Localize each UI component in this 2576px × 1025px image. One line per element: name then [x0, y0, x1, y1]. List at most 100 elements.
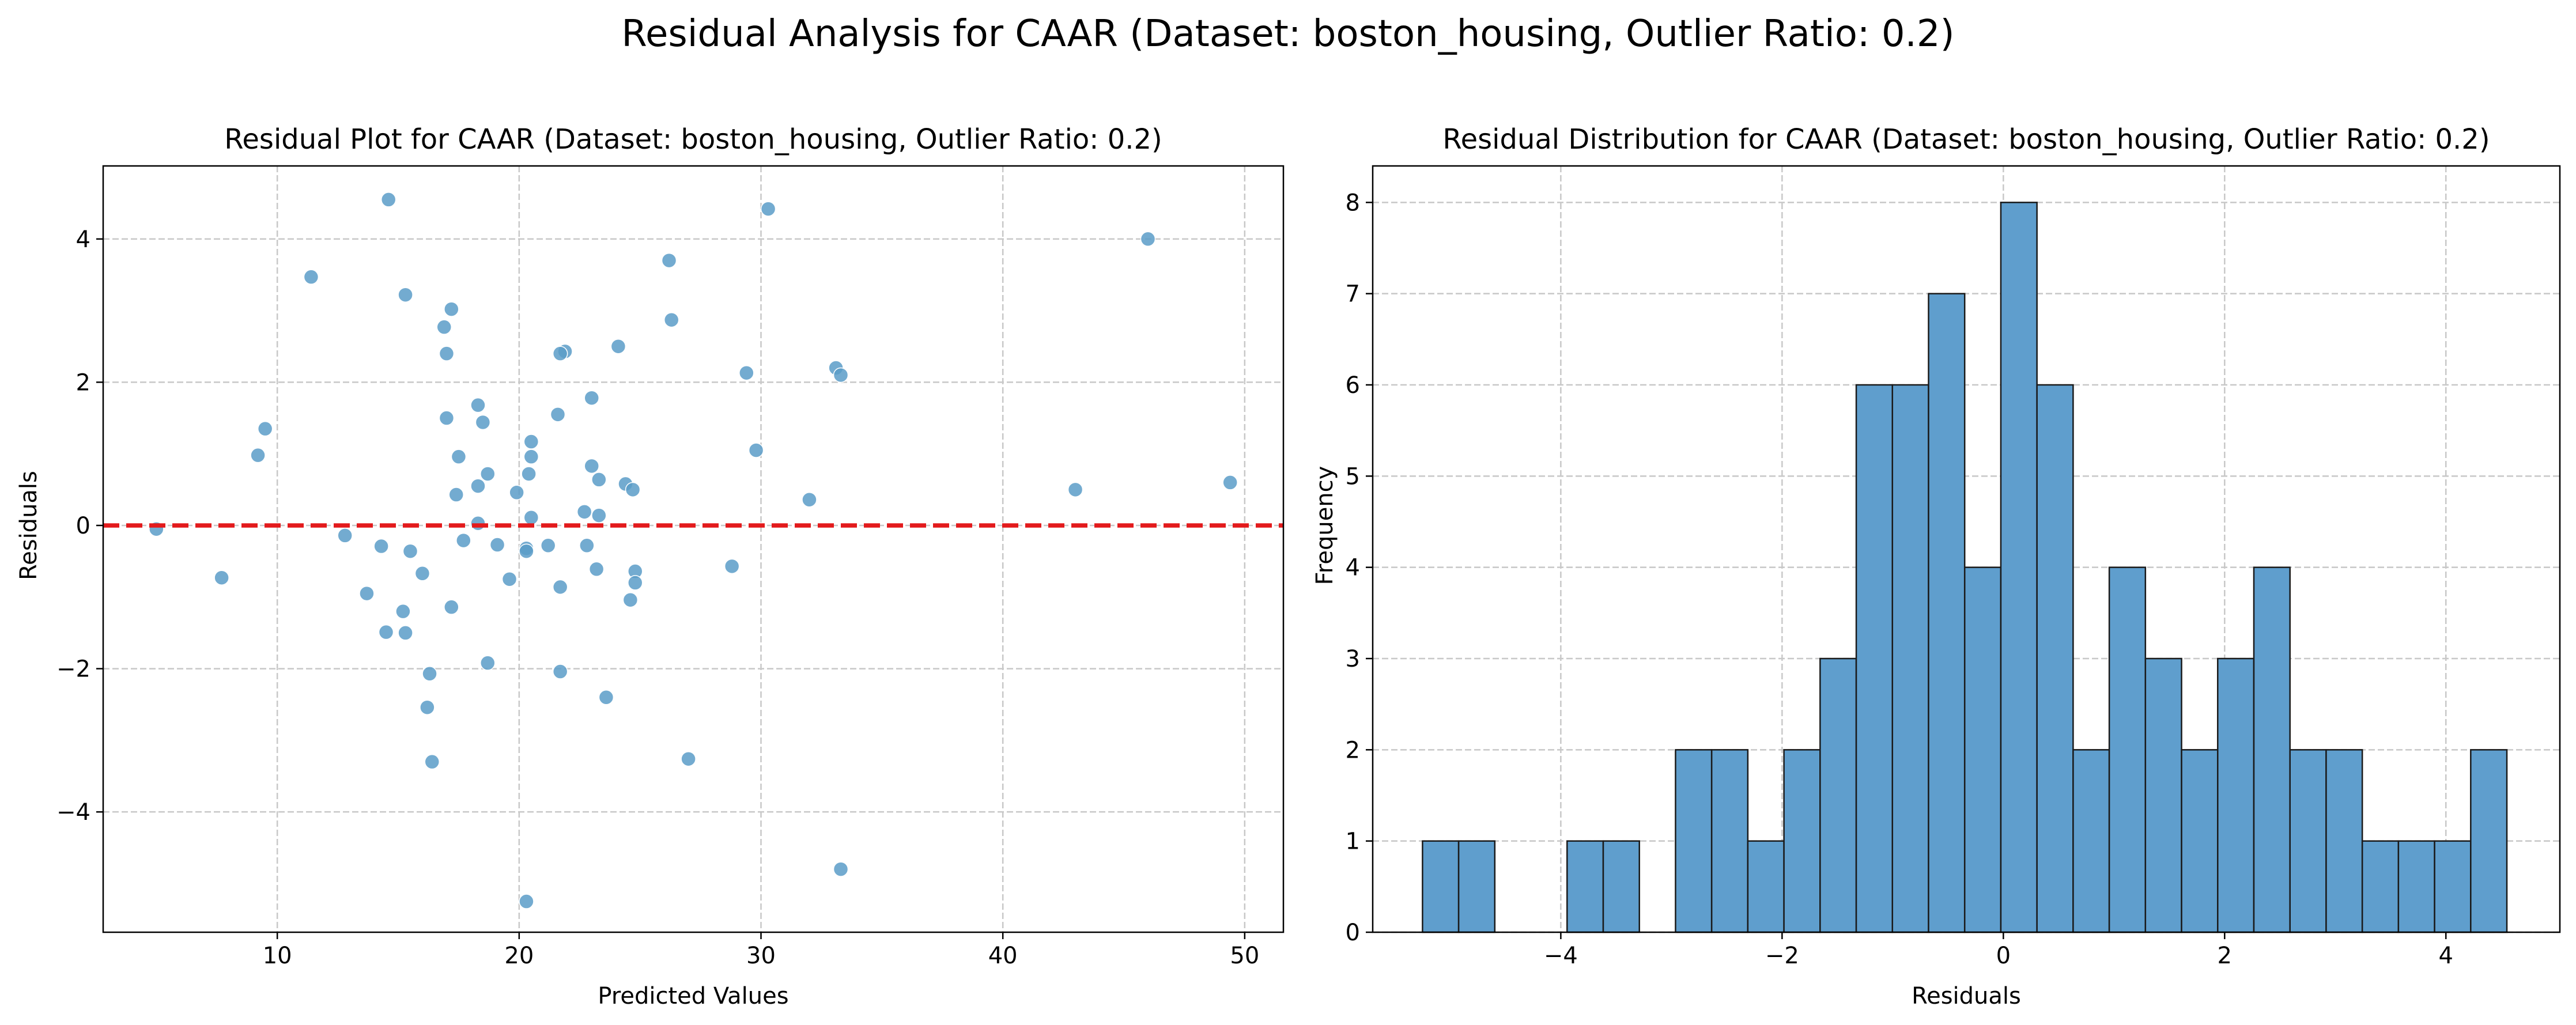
scatter-point — [833, 861, 849, 877]
scatter-point — [1222, 475, 1238, 490]
histogram-x-tick-label: −2 — [1765, 943, 1799, 969]
scatter-point — [444, 599, 459, 615]
scatter-ylabel: Residuals — [16, 471, 42, 580]
scatter-point — [521, 466, 537, 482]
scatter-x-tick-label: 20 — [504, 943, 534, 969]
scatter-point — [523, 449, 539, 464]
scatter-point — [489, 537, 505, 553]
scatter-point — [420, 699, 435, 715]
scatter-point — [480, 655, 496, 671]
scatter-xlabel: Predicted Values — [598, 983, 788, 1009]
histogram-y-tick-label: 1 — [1346, 829, 1360, 855]
histogram-bar — [2108, 566, 2147, 933]
figure-title: Residual Analysis for CAAR (Dataset: bos… — [621, 13, 1955, 55]
scatter-point — [739, 365, 754, 381]
scatter-point — [552, 346, 568, 361]
scatter-point — [456, 532, 471, 549]
scatter-point — [422, 666, 437, 682]
scatter-point — [451, 449, 467, 464]
scatter-point — [470, 397, 486, 413]
scatter-point — [519, 894, 534, 909]
histogram-x-tick-label: 4 — [2439, 943, 2453, 969]
scatter-point — [552, 579, 568, 595]
scatter-point — [681, 751, 696, 767]
histogram-y-tick-label: 0 — [1346, 920, 1360, 946]
scatter-point — [661, 252, 677, 268]
histogram-xlabel: Residuals — [1912, 983, 2021, 1009]
scatter-point — [628, 575, 643, 591]
scatter-point — [337, 528, 353, 543]
histogram-bar — [1422, 840, 1460, 933]
histogram-bar — [1675, 749, 1713, 933]
scatter-point — [436, 319, 452, 335]
histogram-bar — [2036, 384, 2074, 933]
histogram-y-tick-label: 8 — [1346, 190, 1360, 216]
scatter-y-tick-label: 0 — [76, 513, 90, 539]
scatter-title: Residual Plot for CAAR (Dataset: boston_… — [224, 123, 1162, 156]
scatter-point — [540, 538, 556, 554]
histogram-bar — [1928, 293, 1966, 933]
histogram-y-tick-label: 5 — [1346, 463, 1360, 490]
histogram-bar — [1457, 840, 1496, 933]
scatter-point — [380, 192, 396, 207]
residual-histogram: Residual Distribution for CAAR (Dataset:… — [1312, 123, 2561, 1009]
histogram-bar — [2253, 566, 2291, 933]
scatter-point — [591, 508, 607, 523]
scatter-point — [748, 442, 764, 458]
scatter-point — [257, 421, 273, 437]
scatter-point — [576, 504, 592, 520]
histogram-y-tick-label: 4 — [1346, 555, 1360, 581]
scatter-point — [519, 543, 534, 559]
histogram-bar — [2217, 657, 2255, 933]
scatter-point — [1140, 231, 1156, 247]
scatter-point — [470, 478, 486, 494]
histogram-bar — [1783, 749, 1821, 933]
histogram-x-tick-label: 0 — [1996, 943, 2011, 969]
histogram-x-tick-label: −4 — [1544, 943, 1578, 969]
scatter-point — [395, 603, 411, 619]
scatter-tick-labels: 10 20 30 40 50 −4 −2 0 2 4 — [56, 226, 1259, 969]
scatter-point — [591, 472, 607, 487]
histogram-bar — [1747, 840, 1785, 933]
scatter-y-tick-label: −4 — [56, 799, 90, 826]
scatter-point — [402, 543, 418, 559]
scatter-point — [444, 301, 459, 317]
scatter-point — [802, 491, 817, 508]
histogram-bar — [2072, 749, 2110, 933]
scatter-point — [414, 566, 430, 581]
histogram-bar — [1566, 840, 1604, 933]
scatter-point — [588, 561, 605, 577]
scatter-point — [398, 287, 413, 302]
scatter-point — [439, 410, 455, 426]
histogram-tick-labels: −4 −2 0 2 4 0 1 2 3 4 5 6 7 8 — [1346, 190, 2453, 969]
scatter-point — [584, 458, 599, 474]
scatter-point — [303, 269, 319, 285]
histogram-y-tick-label: 7 — [1346, 281, 1360, 308]
histogram-bar — [2397, 840, 2435, 933]
scatter-point — [480, 466, 496, 482]
scatter-x-tick-label: 40 — [988, 943, 1018, 969]
scatter-point — [214, 570, 229, 585]
scatter-point — [833, 367, 849, 383]
histogram-y-tick-label: 2 — [1346, 737, 1360, 763]
scatter-point — [579, 538, 595, 554]
histogram-bar — [1855, 384, 1894, 933]
scatter-point — [724, 558, 740, 574]
histogram-bar — [1891, 384, 1929, 933]
histogram-bar — [2289, 749, 2327, 933]
scatter-axes-frame — [102, 165, 1285, 933]
scatter-points — [149, 192, 1238, 909]
scatter-point — [359, 585, 375, 602]
scatter-x-tick-label: 50 — [1230, 943, 1259, 969]
scatter-gridlines — [103, 166, 1283, 932]
scatter-point — [378, 624, 394, 640]
scatter-point — [552, 664, 568, 679]
histogram-bar — [2181, 749, 2219, 933]
histogram-bar — [1819, 657, 1857, 933]
histogram-bar — [1963, 566, 2002, 933]
scatter-point — [598, 690, 614, 705]
scatter-point — [424, 754, 440, 770]
histogram-y-tick-label: 3 — [1346, 646, 1360, 672]
histogram-bar — [2000, 202, 2038, 933]
